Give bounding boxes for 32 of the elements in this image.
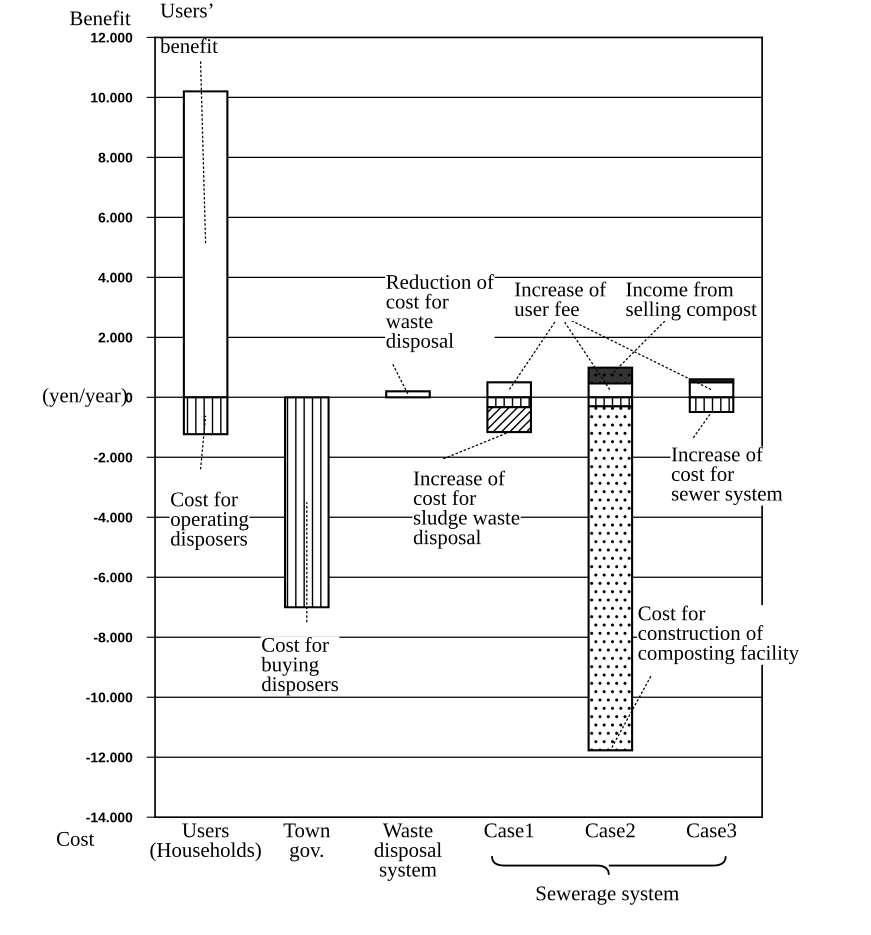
x-tick-label: Case3 xyxy=(686,823,736,838)
y-tick-label: 12.000 xyxy=(91,32,132,43)
text: Cost for operating disposers xyxy=(170,492,248,550)
x-tick-label: Town gov. xyxy=(284,824,330,862)
y-tick-label: -8.000 xyxy=(94,632,132,642)
y-tick-label: 8.000 xyxy=(98,152,132,163)
y-tick-label: -4.000 xyxy=(94,512,132,522)
text: Income from selling compost xyxy=(626,282,757,320)
y-tick-label: -12.000 xyxy=(86,752,132,762)
text: Cost xyxy=(56,832,94,846)
text: Sewerage system xyxy=(536,886,680,905)
text: Increase of user fee xyxy=(514,282,606,316)
x-tick-label: Waste disposal system xyxy=(374,824,442,881)
x-tick-label: Users (Households) xyxy=(150,824,261,862)
annotation: Increase of cost for sludge waste disposal xyxy=(414,470,520,549)
y-tick-label: -6.000 xyxy=(94,572,132,582)
y-tick-label: -2.000 xyxy=(94,452,132,462)
annotation: Increase of cost for sewer system xyxy=(672,446,782,505)
y-tick-label: -10.000 xyxy=(86,692,132,702)
annotation: Cost for construction of composting facility xyxy=(638,606,800,664)
series-label: Reduction of cost for waste disposal xyxy=(386,274,494,352)
y-tick-label: 2.000 xyxy=(98,332,132,342)
series-label: Cost for buying disposers xyxy=(261,637,338,696)
y-tick-label: 4.000 xyxy=(98,272,132,283)
text: Benefit xyxy=(70,10,131,26)
y-tick-label: 6.000 xyxy=(98,212,132,223)
y-tick-label: 10.000 xyxy=(91,92,132,103)
x-tick-label: Case2 xyxy=(586,823,635,838)
y-tick-label: -14.000 xyxy=(86,812,132,822)
series-label: Users’ benefit xyxy=(160,4,218,54)
x-tick-label: Case1 xyxy=(484,823,534,838)
y-axis-title: (yen/year) xyxy=(43,388,127,407)
